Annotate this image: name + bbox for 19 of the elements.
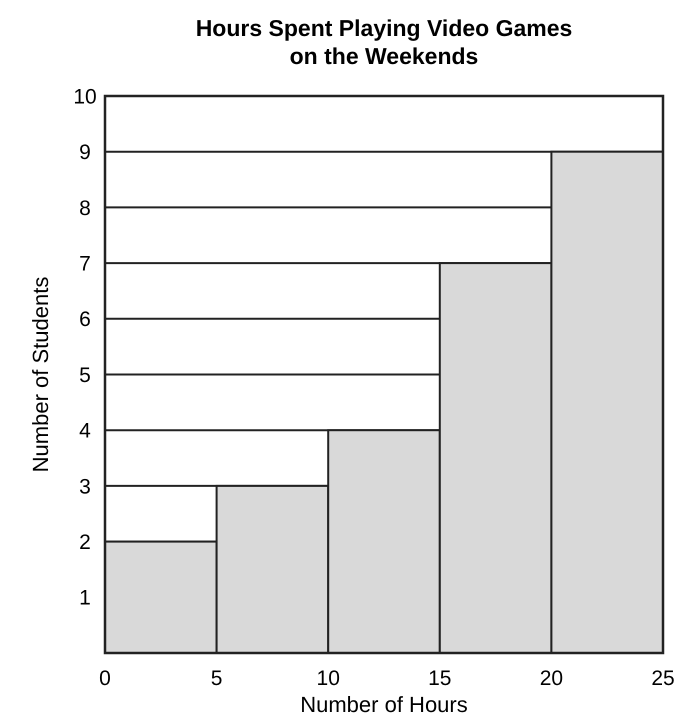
y-tick-label: 9 <box>79 141 91 164</box>
y-tick-label: 6 <box>79 308 91 332</box>
x-tick-label: 20 <box>540 667 564 690</box>
y-tick-label: 2 <box>79 530 91 554</box>
y-axis-title: Number of Students <box>28 276 53 472</box>
y-tick-label: 4 <box>79 420 92 443</box>
y-tick-label: 3 <box>79 475 91 498</box>
x-tick-label: 25 <box>651 667 675 690</box>
x-tick-label: 15 <box>428 667 452 690</box>
x-tick-label: 5 <box>210 667 222 690</box>
chart-title: Hours Spent Playing Video Games on the Weekends <box>196 15 572 69</box>
y-tick-label: 1 <box>79 586 91 610</box>
y-tick-label: 7 <box>79 252 91 276</box>
x-tick-label: 0 <box>99 667 111 690</box>
y-tick-label: 10 <box>73 85 97 108</box>
y-tick-label: 5 <box>79 364 91 387</box>
y-tick-label: 8 <box>79 196 91 220</box>
x-axis-title: Number of Hours <box>300 692 468 717</box>
x-tick-label: 10 <box>316 667 340 690</box>
